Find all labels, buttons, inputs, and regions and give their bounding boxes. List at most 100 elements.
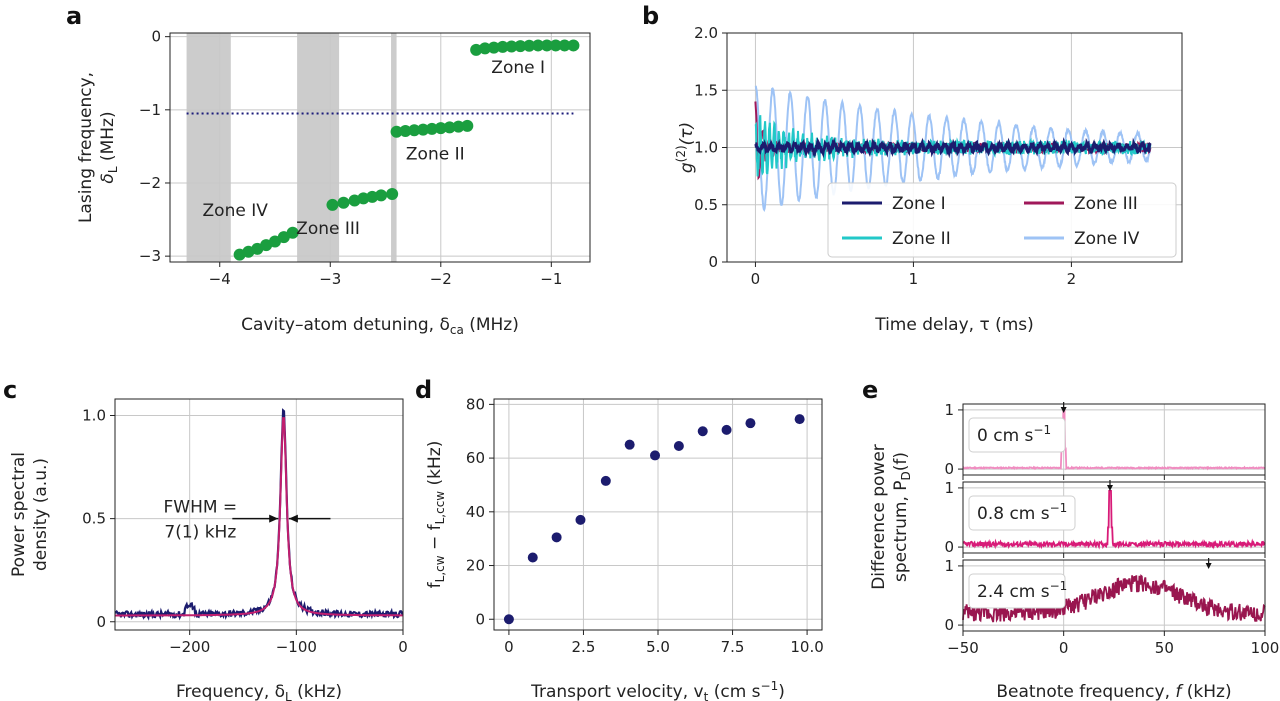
data-point [624,439,635,450]
y-axis-label-line1: Difference power [869,444,889,590]
x-tick-label: 2.5 [572,638,596,656]
data-point [527,552,538,563]
x-tick-label: −1 [540,270,562,288]
series-line [754,85,1152,212]
x-tick-label: 0 [751,270,761,288]
x-tick-label: 10.0 [790,638,823,656]
x-axis-label: Beatnote frequency, f (kHz) [996,682,1231,701]
axes-frame [114,398,404,631]
psd-data-line [114,408,404,621]
data-point [558,39,571,52]
y-tick-label: 1.0 [694,139,718,157]
x-tick-label: 50 [1155,639,1174,657]
y-tick-label: 40 [466,503,485,521]
velocity-label-box [968,495,1076,531]
data-point [721,424,732,435]
data-point [386,187,399,200]
y-tick-label: 20 [466,557,485,575]
subplot-3: −50 0 50 100 0 1 2.4 cm s−1 [944,557,1279,657]
y-tick-label: 1 [944,557,954,575]
y-tick-label: 80 [466,395,485,413]
y-tick-label: 0 [475,610,485,628]
y-tick-label: 0 [96,613,106,631]
zone-annotation: Zone II [406,145,465,165]
y-axis-label-line2: density (a.u.) [31,458,51,571]
lorentzian-fit-line [115,417,403,617]
y-tick-label: 0.5 [694,196,718,214]
y-tick-label: 0.5 [82,510,106,528]
spectrum-line [962,408,1266,471]
legend-label: Zone I [892,194,946,214]
y-tick-label: 0 [944,538,954,556]
data-point [470,43,483,56]
x-tick-label: −2 [430,270,452,288]
x-axis-label: Frequency, δL (kHz) [176,682,342,701]
subplot-1: 0 1 0 cm s−1 [944,401,1266,480]
axes-frame [962,559,1266,632]
panel-letter: d [415,376,432,404]
y-tick-label: 1.5 [694,81,718,99]
data-point [434,122,447,135]
data-point [366,190,379,203]
x-tick-label: 100 [1251,639,1280,657]
y-tick-label: −1 [139,101,161,119]
legend-box [827,182,1177,258]
shaded-region [391,33,397,262]
zone-annotation: Zone I [491,58,545,78]
data-point [375,189,388,202]
y-axis-label-text: fL,cw − fL,ccw (kHz) [425,441,447,589]
panel-c: c −200 −100 0 0 0.5 1.0 FWHM = 7(1) kHz Frequency… [3,376,408,701]
y-axis-label: fL,cw − fL,ccw (kHz) [425,441,447,589]
data-point [794,414,805,425]
axes-frame [962,481,1266,554]
fwhm-arrowhead-right [288,514,298,523]
x-axis-label: Cavity–atom detuning, δca (MHz) [241,315,519,337]
y-tick-label: 1 [944,401,954,419]
y-axis-label-line1: Lasing frequency, [76,72,96,223]
x-tick-label: 0 [398,638,408,656]
y-tick-label: 0 [944,616,954,634]
data-point [357,192,370,205]
panel-letter: a [66,2,82,30]
spectrum-line [962,489,1266,550]
x-tick-label: −50 [947,639,979,657]
y-axis-label: g(2)(τ) [674,122,697,173]
data-point [337,196,350,209]
axes-frame [493,398,823,631]
data-point [269,235,281,248]
data-point [479,42,491,55]
y-axis-label-line1: Power spectral [9,452,29,577]
zone-annotation: Zone IV [203,201,269,221]
peak-arrow-head [1060,407,1067,413]
x-tick-label: 2 [1067,270,1077,288]
velocity-label-text: 0.8 cm s−1 [977,501,1067,524]
axes-frame [169,32,591,263]
y-axis-label: Difference power spectrum, PD(f) [869,444,913,590]
legend-label: Zone III [1074,194,1138,214]
data-point [443,121,456,134]
x-tick-label: 1 [909,270,919,288]
x-tick-label: 0 [504,638,514,656]
data-point [514,40,527,53]
panel-a: a −4 −3 −2 −1 0 −1 −2 −3 Zone I Zone II Zone III Zon… [66,2,591,337]
x-tick-label: −4 [209,270,231,288]
fwhm-annotation-value: 7(1) kHz [164,523,236,543]
shaded-region [297,33,340,262]
velocity-label-text: 0 cm s−1 [977,423,1051,446]
y-axis-label-line2: δL (MHz) [98,111,120,183]
data-point [697,426,708,437]
y-axis-label-text: g(2)(τ) [674,122,697,173]
velocity-label: 2.4 cm s−1 [968,573,1067,609]
y-axis-label: Lasing frequency, δL (MHz) [76,72,120,223]
data-point [600,475,611,486]
data-point [673,441,684,452]
x-axis-label: Time delay, τ (ms) [874,315,1034,335]
spectrum-line [962,574,1266,623]
fwhm-annotation: FWHM = [163,498,237,518]
x-tick-label: −200 [169,638,210,656]
velocity-label-box [968,417,1066,453]
data-point [549,39,562,52]
data-point [505,40,518,53]
